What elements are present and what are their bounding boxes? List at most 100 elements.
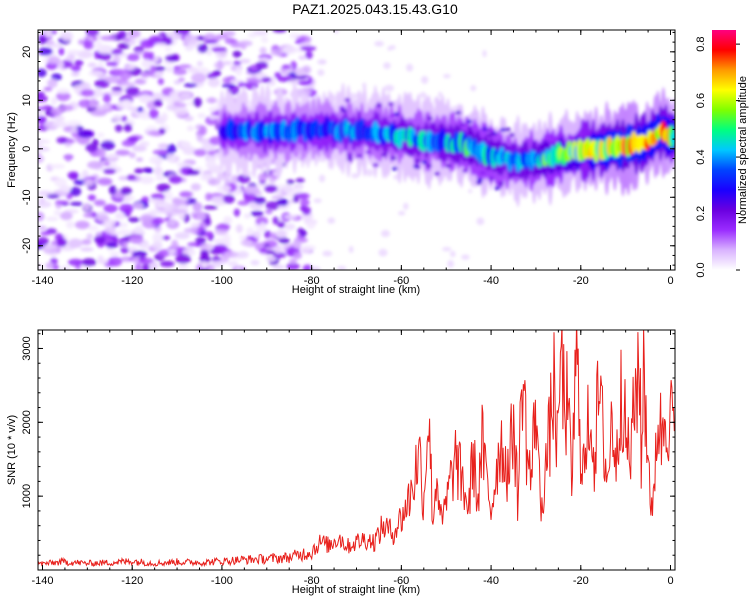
noise-speckle: [82, 169, 89, 178]
noise-speckle: [83, 212, 93, 218]
noise-speckle: [85, 30, 100, 37]
ridge-side-blob: [375, 103, 382, 108]
noise-speckle: [140, 71, 150, 78]
spectrogram-y-label: Frequency (Hz): [6, 112, 18, 188]
snr-y-axis: 1000 2000 3000: [21, 333, 675, 556]
noise-speckle: [88, 70, 104, 77]
noise-speckle: [183, 115, 194, 122]
noise-speckle: [283, 214, 298, 219]
ridge-side-blob: [434, 171, 441, 176]
noise-speckle: [165, 66, 174, 73]
noise-speckle: [183, 227, 198, 233]
noise-speckle: [144, 168, 154, 174]
ridge-side-blob: [497, 181, 504, 186]
noise-speckle: [156, 183, 171, 192]
noise-speckle: [298, 55, 307, 61]
ridge-side-blob: [412, 164, 419, 169]
noise-speckle: [45, 216, 59, 222]
noise-speckle: [199, 255, 212, 263]
noise-speckle: [87, 194, 96, 201]
ridge-side-blob: [426, 116, 433, 121]
noise-speckle: [52, 120, 67, 128]
noise-speckle: [114, 212, 126, 220]
noise-speckle: [233, 60, 242, 66]
noise-speckle: [199, 125, 207, 136]
noise-speckle: [482, 49, 487, 58]
ridge-side-blob: [344, 97, 351, 102]
noise-speckle: [111, 86, 124, 91]
noise-speckle: [272, 30, 287, 33]
noise-speckle: [317, 69, 325, 76]
noise-speckle: [94, 235, 106, 244]
noise-speckle: [139, 214, 154, 223]
noise-speckle: [161, 235, 171, 241]
noise-speckle: [232, 50, 242, 58]
noise-speckle: [295, 192, 310, 200]
colorbar-tick-label: 0.2: [695, 206, 707, 221]
noise-speckle: [38, 36, 48, 45]
noise-speckle: [278, 237, 290, 244]
noise-speckle: [90, 110, 107, 117]
snr-panel: -140 -120 -100 -80 -60 -40 -20 0 1000 2000 3000 H…: [6, 329, 676, 596]
noise-speckle: [223, 216, 233, 224]
noise-speckle: [174, 30, 190, 35]
noise-speckle: [227, 261, 239, 267]
noise-speckle: [176, 162, 192, 168]
noise-speckle: [122, 197, 131, 203]
ridge-side-blob: [488, 176, 495, 181]
noise-speckle: [211, 47, 227, 52]
snr-y-label: SNR (10 * v/v): [6, 415, 18, 485]
ridge-side-blob: [390, 156, 397, 161]
noise-speckle: [38, 211, 45, 222]
noise-speckle: [281, 64, 291, 70]
y-tick-label: 2000: [21, 410, 33, 434]
noise-speckle: [237, 174, 251, 184]
y-tick-label: -20: [21, 238, 33, 254]
noise-speckle: [259, 222, 266, 231]
noise-speckle: [119, 203, 134, 214]
noise-speckle: [282, 185, 294, 193]
noise-speckle: [389, 45, 396, 50]
noise-speckle: [38, 111, 44, 118]
noise-speckle: [293, 240, 302, 249]
noise-speckle: [468, 188, 473, 194]
noise-speckle: [138, 93, 152, 104]
noise-speckle: [106, 242, 118, 249]
noise-speckle: [59, 185, 72, 193]
noise-speckle: [310, 266, 321, 270]
colorbar-label: Normalized spectral amplitude: [737, 76, 749, 224]
noise-speckle: [240, 42, 247, 50]
noise-speckle: [124, 64, 136, 71]
noise-speckle: [264, 184, 278, 193]
noise-speckle: [261, 76, 272, 83]
noise-speckle: [153, 166, 163, 176]
noise-speckle: [317, 59, 327, 65]
noise-speckle: [38, 138, 46, 144]
y-tick-label: 20: [21, 46, 33, 58]
noise-speckle: [449, 250, 456, 258]
noise-speckle: [94, 40, 103, 51]
noise-speckle: [351, 172, 360, 179]
noise-speckle: [289, 258, 298, 265]
noise-speckle: [313, 198, 322, 204]
noise-speckle: [175, 253, 191, 264]
noise-speckle: [201, 261, 208, 269]
noise-speckle: [230, 175, 240, 184]
noise-speckle: [100, 35, 117, 41]
noise-speckle: [129, 234, 144, 244]
noise-speckle: [161, 112, 168, 122]
noise-speckle: [254, 196, 266, 205]
noise-speckle: [334, 30, 339, 34]
y-tick-label: 10: [21, 94, 33, 106]
noise-speckle: [200, 243, 214, 251]
noise-speckle: [295, 178, 305, 183]
x-tick-label: -20: [573, 575, 589, 587]
noise-speckle: [215, 200, 224, 206]
noise-speckle: [66, 192, 73, 200]
noise-speckle: [348, 245, 354, 254]
noise-speckle: [293, 251, 302, 260]
noise-speckle: [187, 66, 199, 74]
noise-speckle: [120, 256, 133, 262]
noise-speckle: [243, 213, 251, 219]
